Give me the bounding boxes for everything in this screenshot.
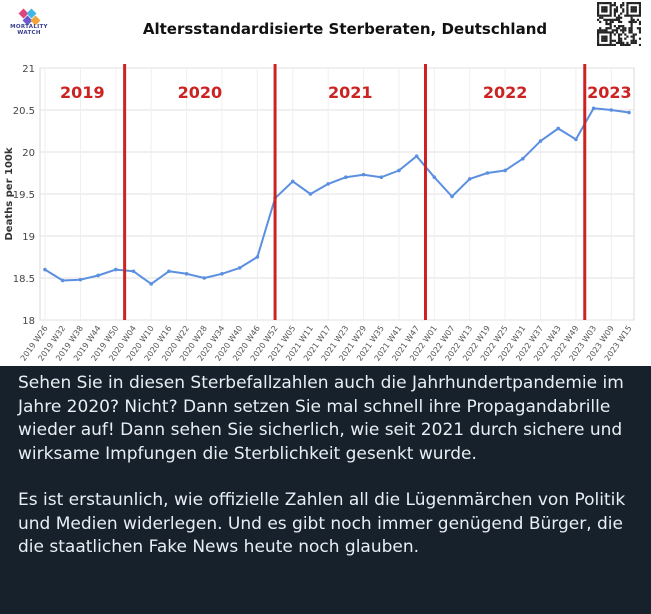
- data-point: [574, 137, 578, 142]
- chart-image[interactable]: MORTALITY WATCH Altersstandardisierte St…: [0, 0, 651, 366]
- data-point: [237, 266, 242, 270]
- y-axis-label: Deaths per 100k: [4, 147, 15, 240]
- qr-code: [597, 2, 641, 46]
- logo-text: MORTALITY WATCH: [10, 24, 48, 36]
- data-point: [184, 272, 189, 276]
- y-tick-label: 18: [22, 316, 35, 327]
- data-point: [96, 273, 100, 278]
- y-tick-label: 21: [22, 64, 35, 75]
- data-point: [344, 175, 348, 179]
- post-caption: Sehen Sie in diesen Sterbefallzahlen auc…: [18, 372, 638, 583]
- data-point: [308, 192, 313, 196]
- year-label: 2021: [328, 83, 373, 102]
- caption-paragraph-2: Es ist erstaunlich, wie offizielle Zahle…: [18, 490, 626, 557]
- data-point: [609, 108, 614, 112]
- y-tick-label: 19.5: [13, 190, 35, 201]
- data-point: [485, 171, 490, 175]
- data-point: [113, 267, 118, 272]
- year-label: 2022: [483, 83, 528, 102]
- data-point: [432, 175, 437, 179]
- year-label: 2020: [178, 83, 223, 102]
- data-point: [60, 278, 65, 283]
- caption-paragraph-1: Sehen Sie in diesen Sterbefallzahlen auc…: [18, 373, 624, 464]
- data-point: [556, 126, 561, 131]
- data-point: [503, 168, 507, 173]
- data-point: [361, 172, 366, 177]
- data-point: [538, 139, 543, 143]
- mortality-watch-logo: [6, 6, 52, 46]
- data-point: [43, 267, 47, 272]
- data-point: [202, 276, 207, 280]
- y-tick-label: 19: [22, 232, 35, 243]
- data-point: [78, 277, 83, 282]
- data-point: [379, 175, 384, 179]
- data-point: [591, 106, 596, 111]
- data-point: [467, 177, 472, 181]
- data-point: [397, 168, 401, 173]
- data-point: [326, 182, 330, 186]
- data-point: [167, 269, 171, 274]
- data-point: [521, 156, 525, 161]
- y-tick-label: 20: [22, 148, 35, 159]
- data-point: [414, 154, 419, 158]
- data-point: [149, 282, 153, 286]
- data-point: [131, 269, 136, 274]
- y-tick-label: 18.5: [13, 274, 35, 285]
- chart-title: Altersstandardisierte Sterberaten, Deuts…: [142, 20, 548, 38]
- data-point: [627, 110, 631, 115]
- data-point: [290, 179, 295, 184]
- data-point: [255, 255, 260, 259]
- data-point: [220, 272, 224, 276]
- data-point: [450, 194, 454, 199]
- series-line: [44, 107, 630, 285]
- year-label: 2023: [587, 83, 632, 102]
- year-label: 2019: [60, 83, 105, 102]
- y-tick-label: 20.5: [13, 106, 35, 117]
